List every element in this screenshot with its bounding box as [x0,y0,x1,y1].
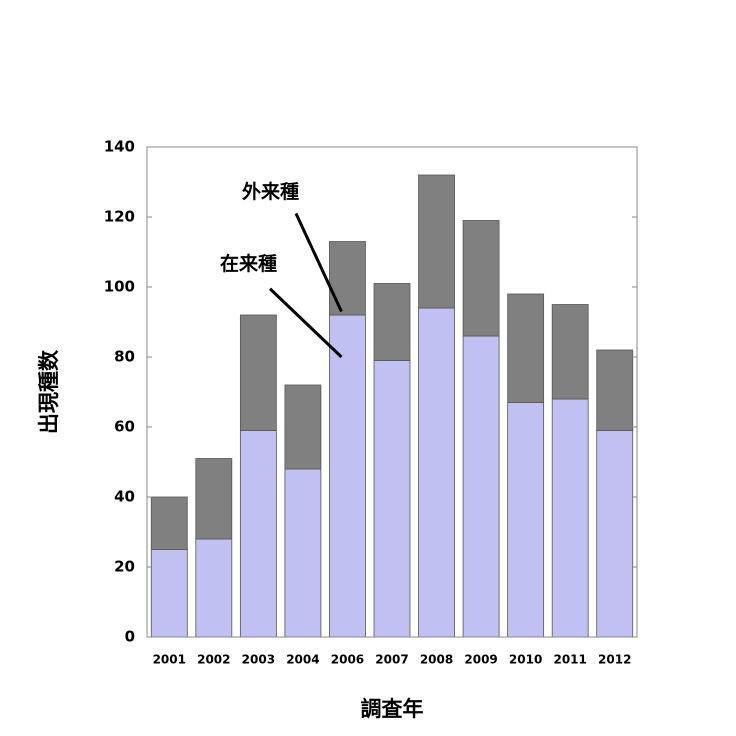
bars-group [150,174,634,638]
bar-native-2011 [551,398,589,638]
x-tick-label: 2012 [598,653,631,667]
x-tick-label: 2003 [242,653,275,667]
y-tick-label: 0 [125,628,135,646]
x-tick-label: 2007 [375,653,408,667]
y-tick-label: 140 [104,138,135,156]
bar-alien-2002 [195,458,233,540]
bar-alien-2004 [284,384,322,470]
bar-alien-2009 [462,220,500,337]
bar-alien-2006 [329,241,366,316]
bar-alien-2010 [507,293,545,403]
bar-native-2012 [596,430,634,638]
annotation-alien-leader [294,212,343,313]
y-axis: 0 20 40 60 80 100 120 140 [104,138,637,646]
bar-native-2006 [329,314,366,638]
annotation-native-label: 在来種 [220,252,277,275]
x-axis: 2001 2002 2003 2004 2006 2007 2008 2009 2010 2011… [153,653,632,667]
bar-alien-2008 [418,174,455,309]
y-tick-label: 100 [104,278,135,296]
x-axis-title: 調査年 [361,697,424,721]
annotation-alien-label: 外来種 [242,180,299,203]
x-tick-label: 2006 [331,653,364,667]
x-tick-label: 2008 [420,653,453,667]
x-tick-label: 2009 [464,653,497,667]
x-tick-label: 2010 [509,653,542,667]
bar-native-2009 [462,335,500,638]
bar-alien-2007 [373,283,411,361]
bar-alien-2003 [239,314,277,431]
x-tick-label: 2002 [197,653,230,667]
plot-frame [146,146,638,638]
x-tick-label: 2004 [286,653,319,667]
bar-native-2002 [195,538,233,638]
annotation-native-leader [268,287,343,359]
x-tick-label: 2011 [553,653,586,667]
x-tick-label: 2001 [153,653,186,667]
y-tick-label: 120 [104,208,135,226]
bar-native-2007 [373,360,411,638]
y-tick-label: 60 [114,418,135,436]
bar-native-2003 [239,430,277,638]
y-tick-label: 80 [114,348,135,366]
bar-native-2001 [150,549,188,638]
bar-native-2008 [418,307,455,638]
bar-alien-2012 [596,349,634,431]
bar-alien-2011 [551,304,589,400]
bar-alien-2001 [150,496,188,550]
bar-native-2004 [284,468,322,638]
y-tick-label: 20 [114,558,135,576]
y-tick-label: 40 [114,488,135,506]
y-axis-title: 出現種数 [37,349,61,434]
bar-native-2010 [507,402,545,638]
